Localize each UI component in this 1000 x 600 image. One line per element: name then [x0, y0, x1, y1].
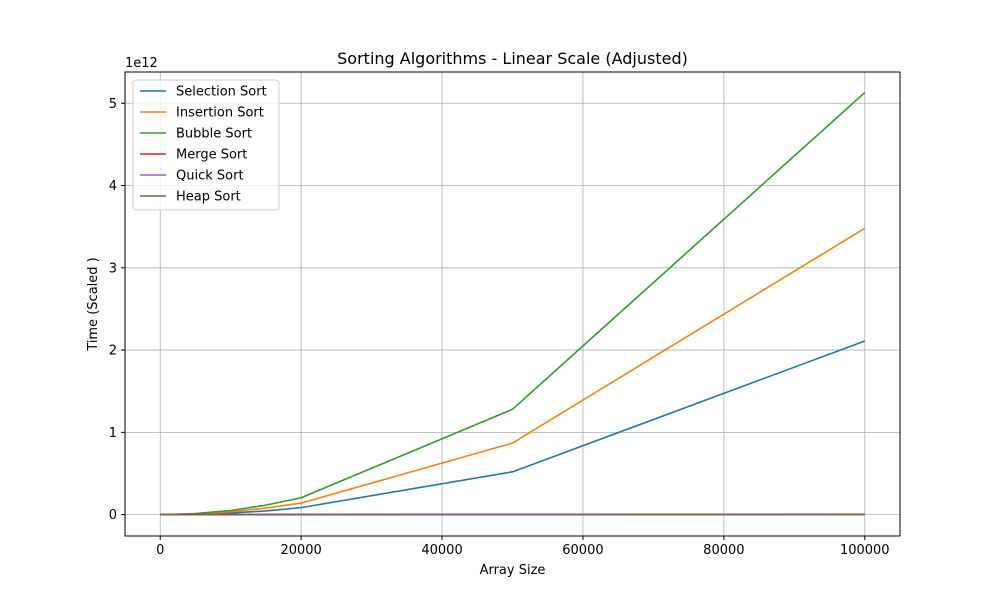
y-tick-label: 3	[109, 261, 117, 276]
x-tick-label: 0	[156, 543, 164, 558]
x-tick-label: 60000	[562, 543, 603, 558]
y-axis-ticks: 0 1 2 3 4 5	[109, 97, 125, 523]
y-offset-text: 1e12	[125, 56, 158, 71]
chart-title: Sorting Algorithms - Linear Scale (Adjus…	[337, 49, 688, 68]
series-lines	[160, 91, 866, 516]
legend-label-bubble-sort: Bubble Sort	[176, 127, 252, 142]
y-tick-label: 4	[109, 179, 117, 194]
legend-label-heap-sort: Heap Sort	[176, 190, 241, 205]
x-tick-label: 80000	[703, 543, 744, 558]
legend: Selection Sort Insertion Sort Bubble Sort M…	[132, 79, 280, 211]
legend-frame	[132, 79, 280, 211]
x-axis-ticks: 0 20000 40000 60000 80000 100000	[156, 536, 890, 558]
x-tick-label: 20000	[280, 543, 321, 558]
x-axis-label: Array Size	[480, 563, 546, 578]
legend-label-quick-sort: Quick Sort	[176, 169, 244, 184]
y-tick-label: 0	[109, 508, 117, 523]
plot-frame	[124, 71, 901, 537]
y-tick-label: 1	[109, 426, 117, 441]
y-axis-label: Time (Scaled )	[86, 257, 101, 351]
legend-label-selection-sort: Selection Sort	[176, 85, 267, 100]
legend-label-insertion-sort: Insertion Sort	[176, 106, 264, 121]
y-tick-label: 2	[109, 344, 117, 359]
legend-label-merge-sort: Merge Sort	[176, 148, 247, 163]
y-tick-label: 5	[109, 97, 117, 112]
x-tick-label: 100000	[840, 543, 890, 558]
x-tick-label: 40000	[421, 543, 462, 558]
